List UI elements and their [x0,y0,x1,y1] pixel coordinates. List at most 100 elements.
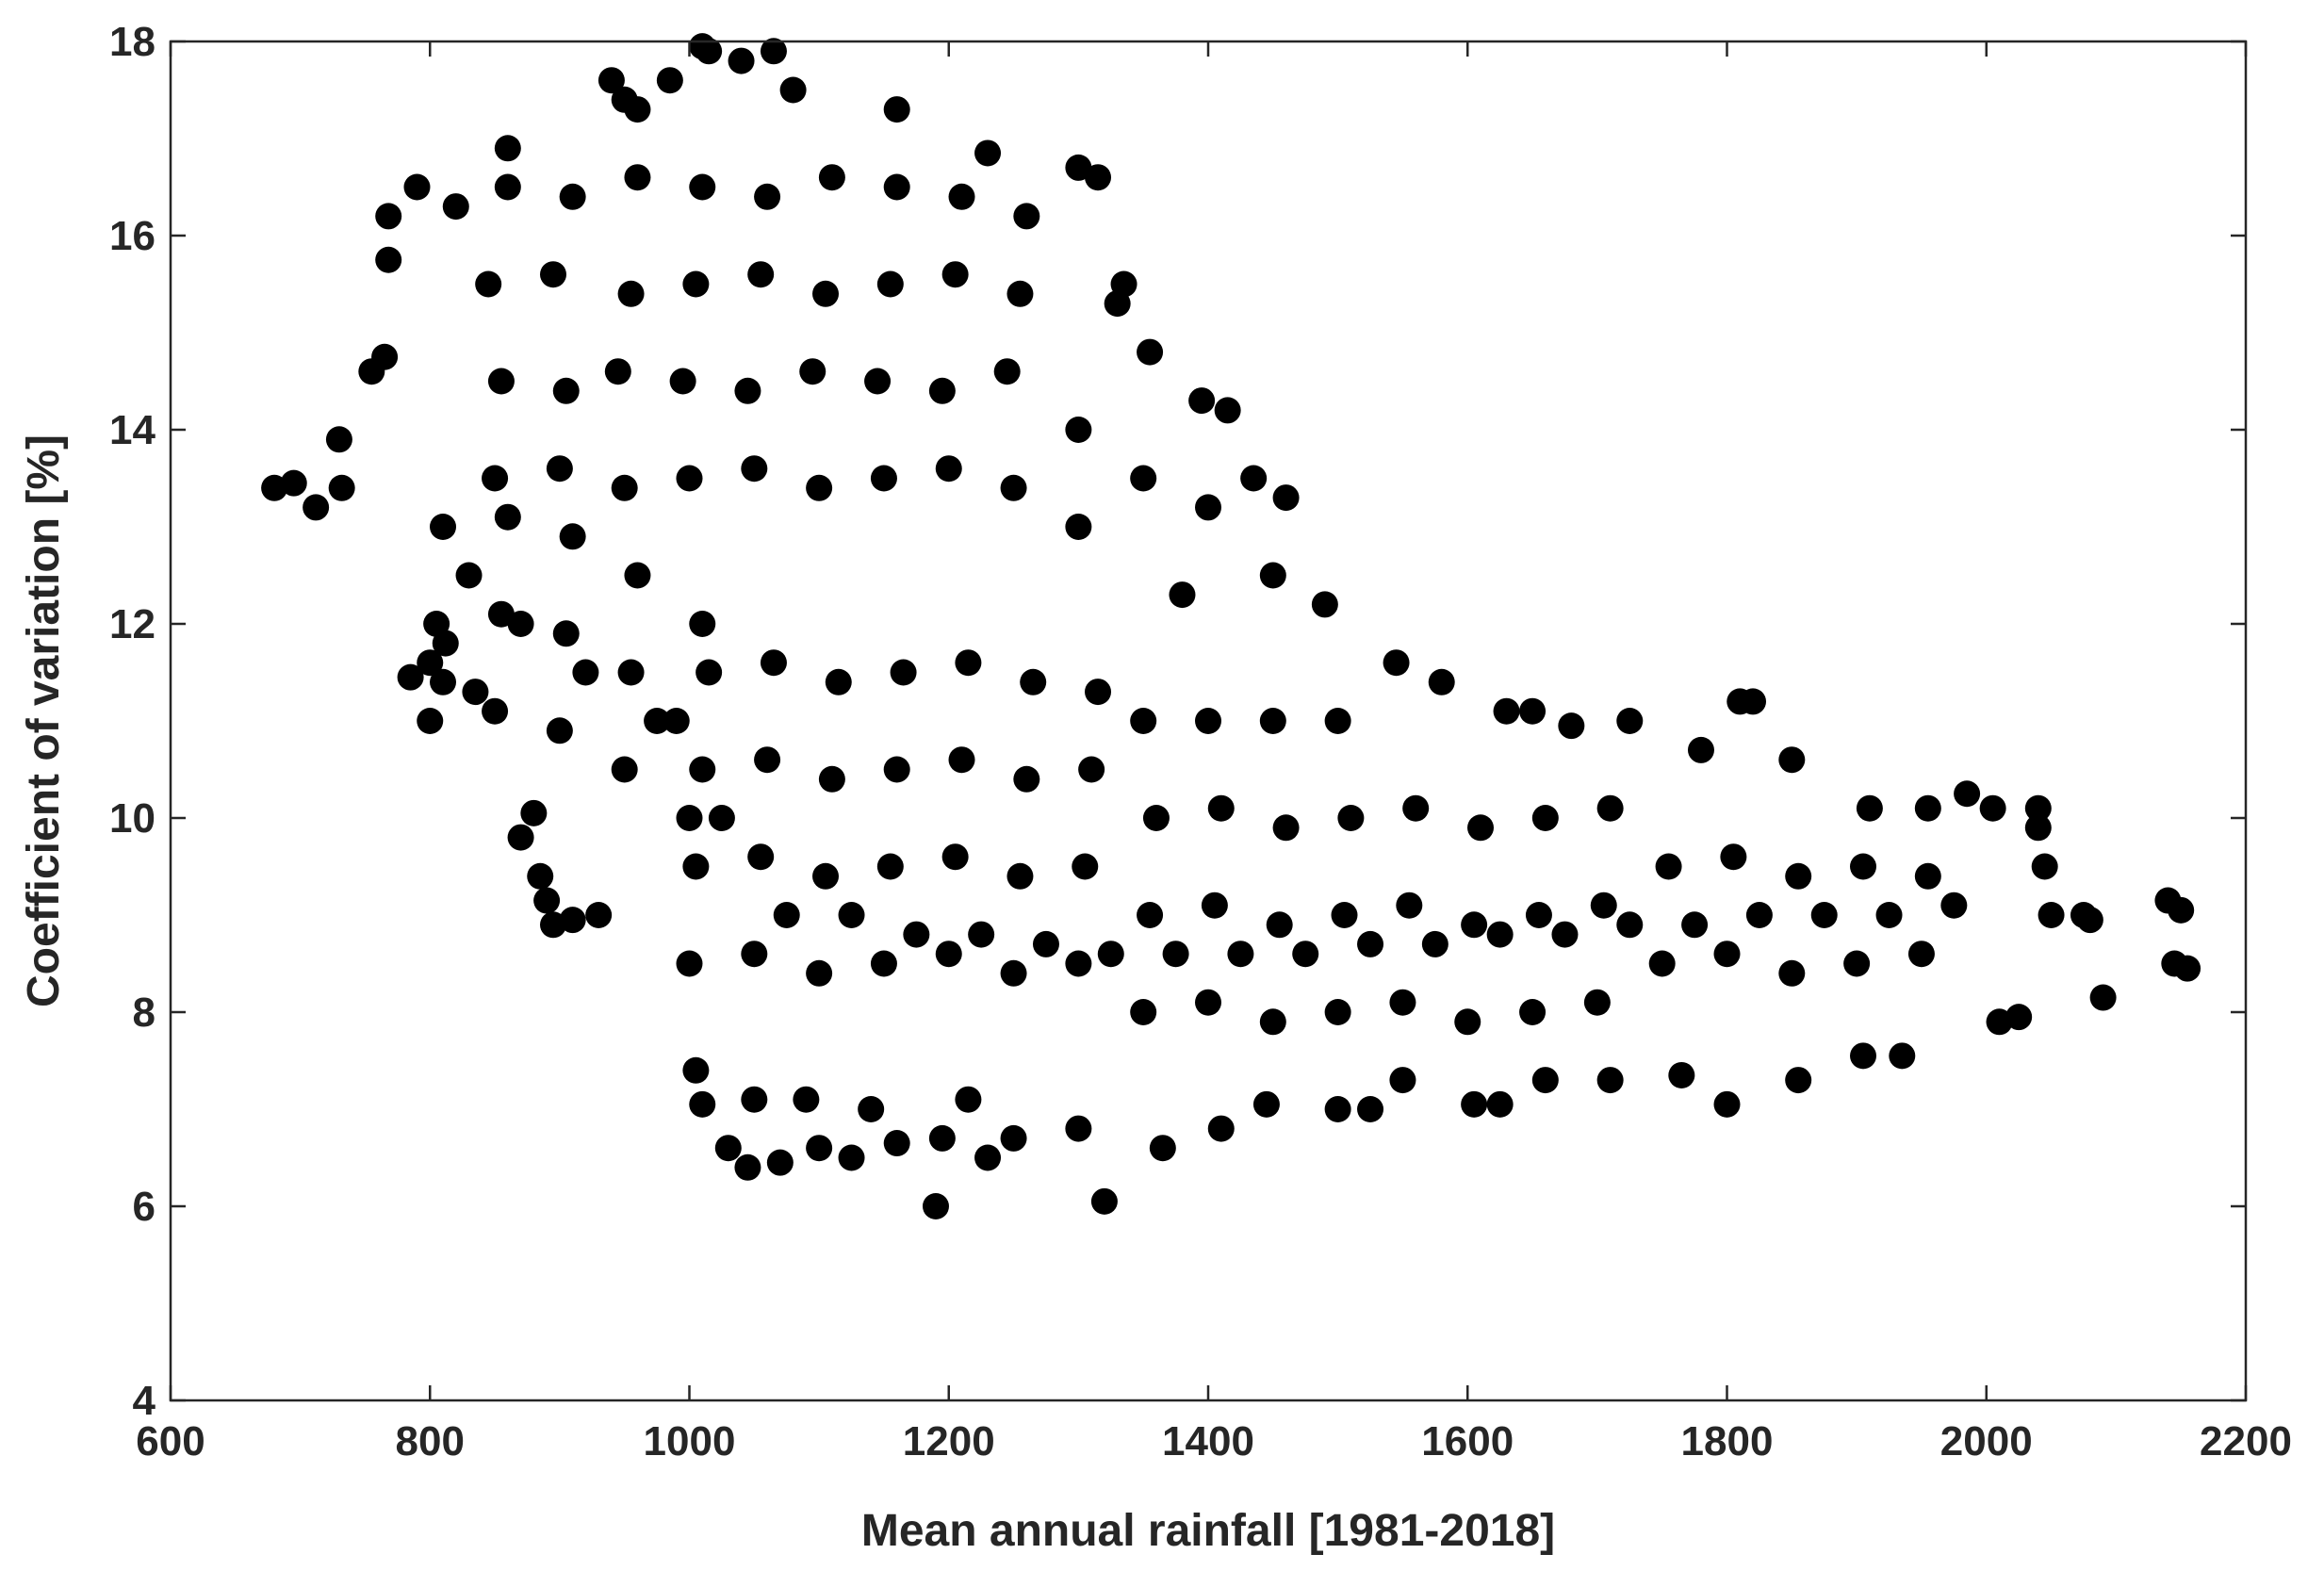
x-tick-label: 1000 [644,1418,736,1464]
point [1065,950,1092,977]
point [1856,794,1883,822]
point [1421,930,1448,957]
point [1000,474,1027,501]
point [974,1144,1002,1171]
point [1214,397,1241,424]
point [520,799,548,826]
point [1149,1135,1176,1162]
x-tick-label: 1400 [1162,1418,1254,1464]
y-tick-label: 10 [109,795,155,842]
point [766,1149,794,1176]
point [838,902,865,928]
point [1357,1096,1384,1122]
y-tick-label: 18 [109,19,155,65]
point [1324,708,1351,734]
point [955,1086,982,1113]
point [1007,280,1034,307]
point [1843,950,1871,977]
point [1259,708,1286,734]
point [2174,955,2201,982]
point [417,649,444,677]
point [760,649,787,677]
point [773,902,800,928]
point [928,377,956,404]
point [1785,862,1812,890]
point [1402,794,1430,822]
point [676,805,703,831]
point [611,756,638,783]
point [1207,1115,1235,1142]
point [328,474,355,501]
point [1259,562,1286,589]
point [1531,805,1559,831]
point [1195,494,1221,521]
point [806,474,833,501]
point [1311,591,1338,618]
point [1013,203,1040,230]
point [1383,649,1410,677]
point [527,862,554,890]
point [624,164,651,191]
point [455,562,483,589]
point [546,455,573,483]
point [1324,1096,1351,1122]
point [993,358,1021,385]
x-tick-label: 2000 [1940,1418,2033,1464]
point [1778,746,1806,774]
x-tick-label: 2200 [2200,1418,2292,1464]
point [397,663,424,691]
x-tick-label: 800 [396,1418,465,1464]
x-tick-label: 600 [136,1418,205,1464]
point [676,950,703,977]
point [935,941,962,968]
point [1252,1090,1280,1118]
point [1389,989,1416,1016]
point [1007,862,1034,890]
point [494,173,521,201]
point [1065,154,1092,181]
point [559,907,586,934]
point [1357,930,1384,957]
point [734,377,761,404]
point [1519,999,1547,1025]
point [1979,794,2006,822]
point [1272,484,1300,512]
point [1013,765,1040,793]
point [417,708,444,734]
point [656,67,683,94]
point [1085,679,1112,706]
point [559,523,586,550]
point [1486,1090,1514,1118]
point [1337,805,1365,831]
point [1188,387,1216,415]
point [1713,1090,1741,1118]
point [741,455,768,483]
point [375,246,402,273]
point [1493,697,1520,725]
point [2024,814,2052,842]
point [858,1096,885,1122]
point [922,1193,949,1219]
y-tick-label: 14 [109,407,155,453]
point [494,503,521,531]
point [1085,164,1112,191]
x-tick-label: 1800 [1681,1418,1774,1464]
point [890,659,917,686]
x-tick-label: 1200 [903,1418,995,1464]
point [2168,896,2195,924]
point [1259,1008,1286,1036]
point [430,514,457,540]
point [1065,514,1092,540]
point [1940,892,1968,919]
point [1785,1067,1812,1094]
point [941,261,969,288]
point [968,921,995,948]
point [676,465,703,492]
point [1000,959,1027,987]
point [1583,989,1611,1016]
point [1687,736,1714,763]
y-axis-label: Coefficient of variation [%] [19,434,69,1007]
point [903,921,930,948]
